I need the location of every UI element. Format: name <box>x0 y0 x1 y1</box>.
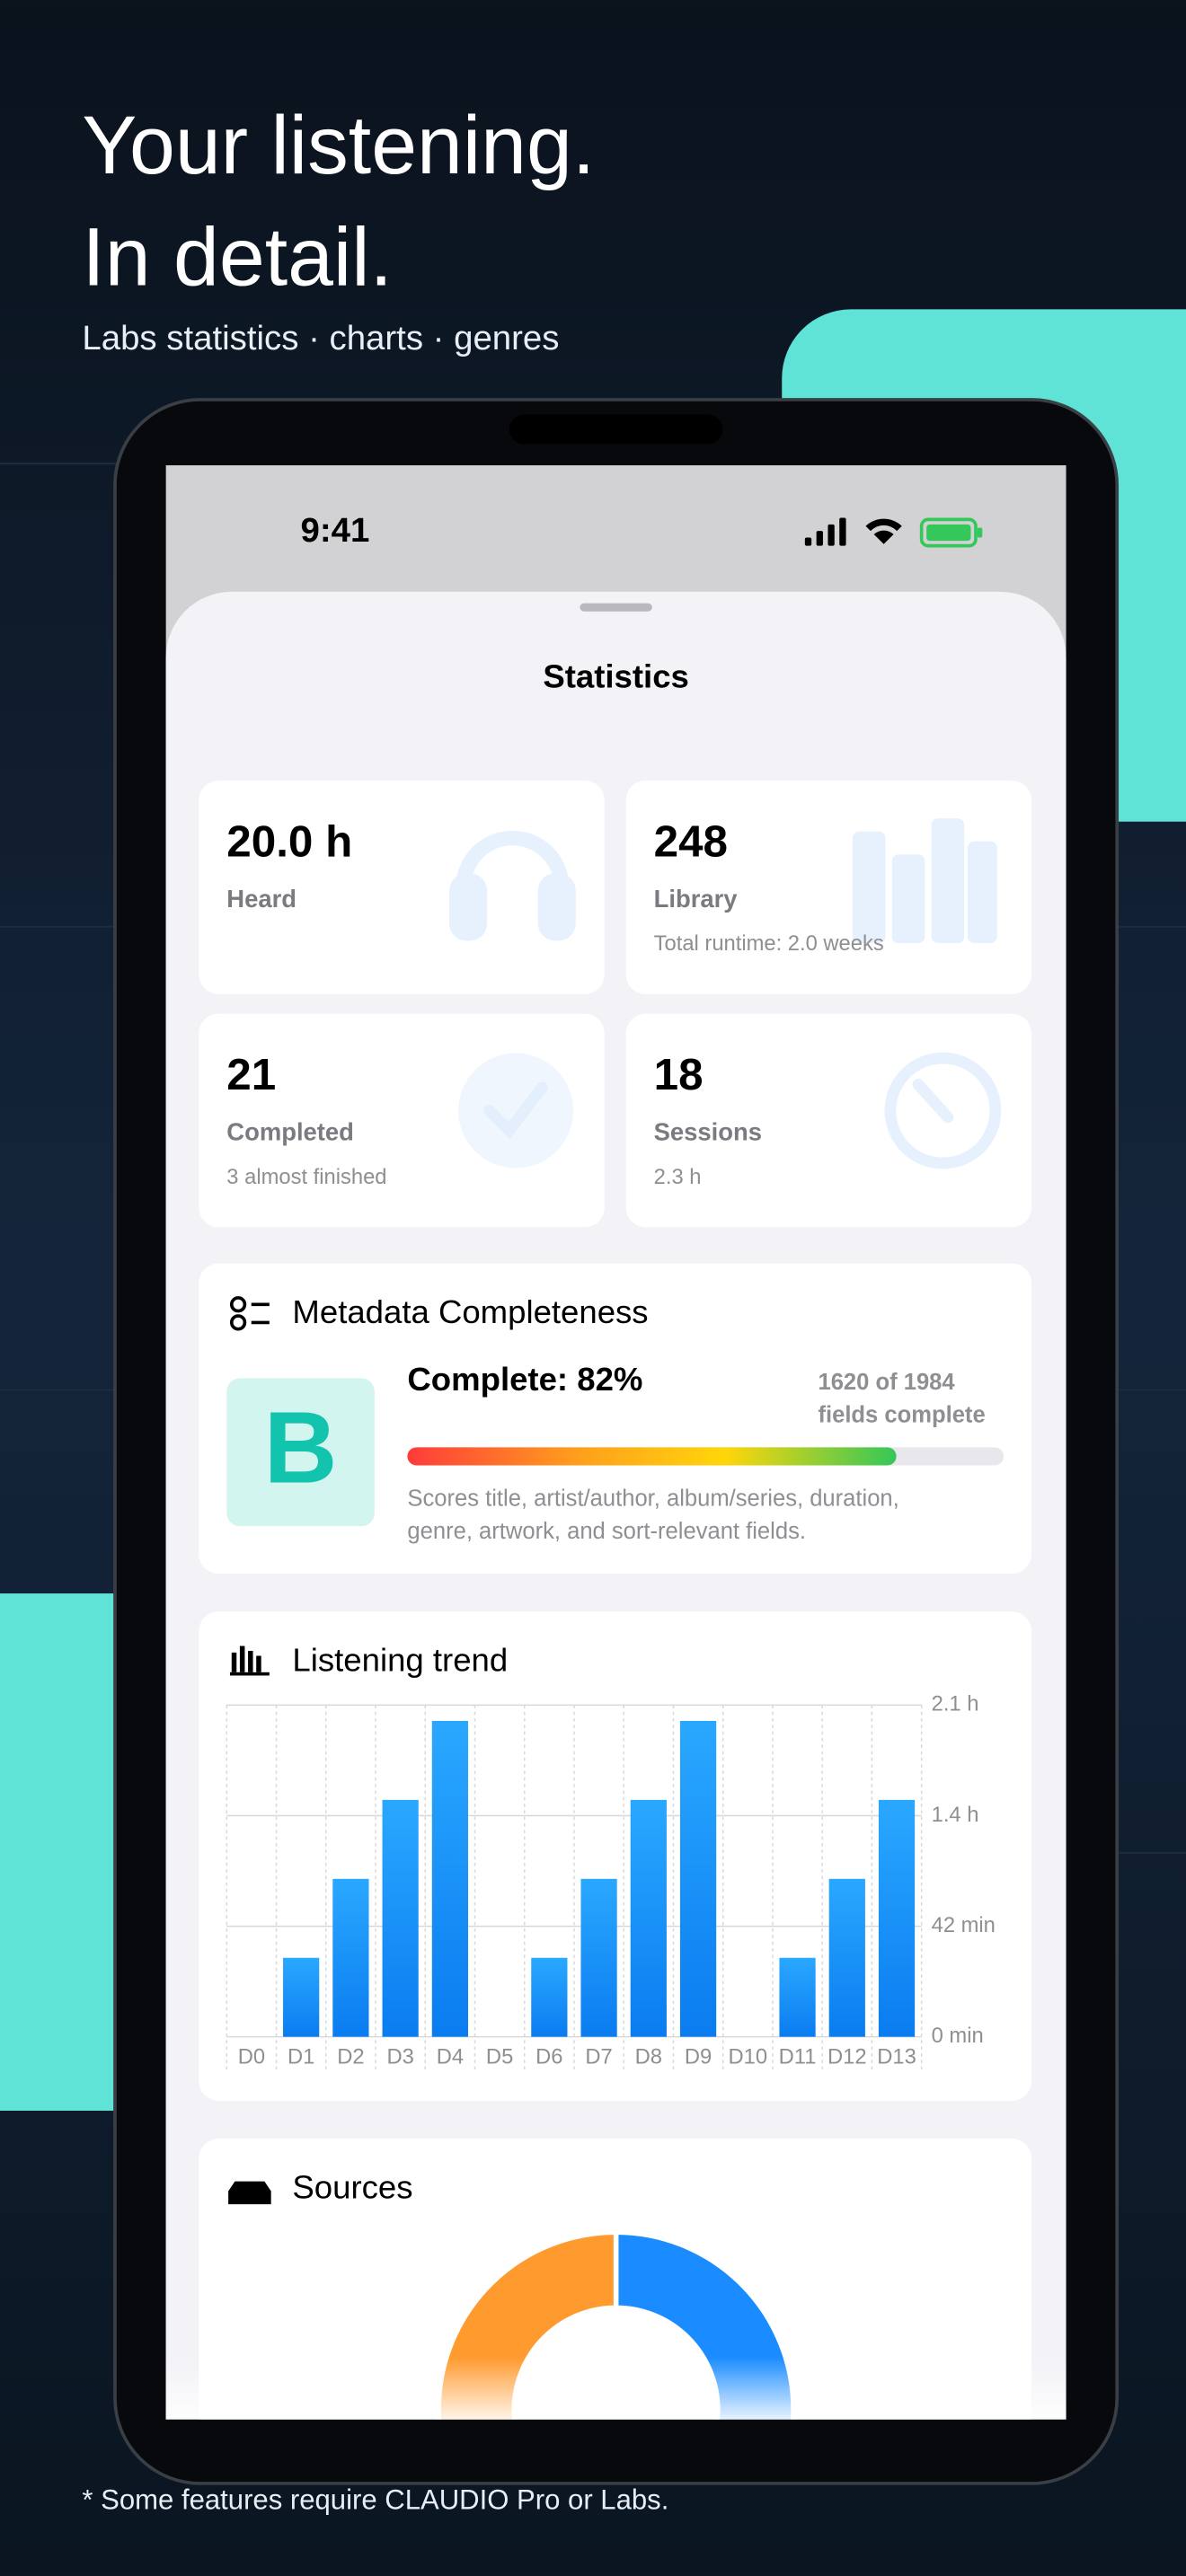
x-tick-label: D6 <box>535 2045 562 2069</box>
footnote: * Some features require CLAUDIO Pro or L… <box>82 2483 668 2515</box>
stat-label: Sessions <box>654 1117 762 1145</box>
status-time: 9:41 <box>301 511 370 550</box>
x-tick-label: D12 <box>828 2045 867 2069</box>
bar <box>630 1799 667 2037</box>
sheet-handle[interactable] <box>580 603 652 612</box>
x-tick-label: D13 <box>877 2045 916 2069</box>
accent-block <box>0 1593 119 2111</box>
stat-value: 248 <box>654 816 728 866</box>
x-tick-label: D3 <box>386 2045 413 2069</box>
x-tick-label: D9 <box>685 2045 712 2069</box>
headline: In detail. <box>82 211 393 303</box>
bar <box>431 1720 468 2037</box>
grade-box <box>226 1378 375 1527</box>
stat-card[interactable]: 18 Sessions 2.3 h <box>625 1013 1032 1228</box>
card-icon <box>458 1053 574 1169</box>
x-tick-label: D5 <box>486 2045 513 2069</box>
headline: Your listening. <box>82 100 595 191</box>
bar <box>679 1720 717 2037</box>
stat-card[interactable]: 20.0 h Heard <box>199 781 605 994</box>
subtitle: Labs statistics · charts · genres <box>82 319 559 357</box>
fields-count: 1620 of 1984 <box>818 1370 955 1395</box>
stat-value: 18 <box>654 1050 704 1099</box>
y-tick-label: 2.1 h <box>932 1692 979 1716</box>
notch <box>509 414 723 445</box>
stat-value: 20.0 h <box>226 816 352 866</box>
bar <box>332 1878 369 2037</box>
x-tick-label: D10 <box>729 2045 768 2069</box>
checklist-icon <box>229 1296 270 1331</box>
y-tick-label: 42 min <box>932 1913 996 1937</box>
stat-detail: 3 almost finished <box>226 1165 386 1189</box>
y-tick-label: 1.4 h <box>932 1803 979 1827</box>
stat-value: 21 <box>226 1050 276 1099</box>
bar <box>878 1799 916 2037</box>
bar <box>531 1957 568 2037</box>
bar-chart: 0 min 42 min 1.4 h 2.1 h D0 D1 D2 D3 D4 D5 D6 D7 D8 D… <box>226 1692 996 2070</box>
grade: B <box>264 1390 338 1504</box>
progress-fill <box>407 1447 897 1466</box>
bar <box>580 1878 617 2037</box>
x-tick-label: D2 <box>337 2045 364 2069</box>
stat-label: Heard <box>226 885 296 913</box>
card-icon <box>483 1081 548 1140</box>
description: Scores title, artist/author, album/serie… <box>407 1486 898 1512</box>
status-icons <box>804 517 983 548</box>
card-icon <box>912 1078 954 1124</box>
card-icon <box>884 1052 1002 1169</box>
x-tick-label: D1 <box>288 2045 314 2069</box>
x-tick-label: D11 <box>779 2045 817 2069</box>
scroll-fade <box>165 2357 1067 2420</box>
x-tick-label: D7 <box>585 2045 612 2069</box>
stat-detail: 2.3 h <box>654 1165 702 1189</box>
chart-title: Listening trend <box>292 1641 508 1678</box>
bar <box>779 1957 816 2037</box>
fields-count: fields complete <box>818 1402 985 1427</box>
x-tick-label: D8 <box>635 2045 662 2069</box>
metadata-card <box>199 1263 1032 1575</box>
sources-icon <box>228 2181 271 2205</box>
chart-icon <box>229 1645 270 1676</box>
chart-title: Sources <box>292 2168 412 2205</box>
stat-label: Library <box>654 885 739 913</box>
stat-detail: Total runtime: 2.0 weeks <box>654 931 884 956</box>
bar <box>828 1878 865 2037</box>
bar <box>382 1799 419 2037</box>
stat-label: Completed <box>226 1117 354 1145</box>
description: genre, artwork, and sort-relevant fields… <box>407 1519 806 1544</box>
card-icon <box>449 830 576 941</box>
sources-section: Sources <box>165 2139 1067 2420</box>
card-title: Metadata Completeness <box>292 1293 648 1330</box>
stat-card[interactable]: 21 Completed 3 almost finished <box>199 1013 605 1228</box>
x-tick-label: D4 <box>437 2045 464 2069</box>
bar <box>283 1957 320 2037</box>
completeness: Complete: 82% <box>407 1361 642 1398</box>
y-tick-label: 0 min <box>932 2024 984 2048</box>
screen-title: Statistics <box>543 657 689 694</box>
card-icon <box>852 818 997 944</box>
x-tick-label: D0 <box>238 2045 265 2069</box>
stat-card[interactable]: 248 Library Total runtime: 2.0 weeks <box>625 781 1032 994</box>
